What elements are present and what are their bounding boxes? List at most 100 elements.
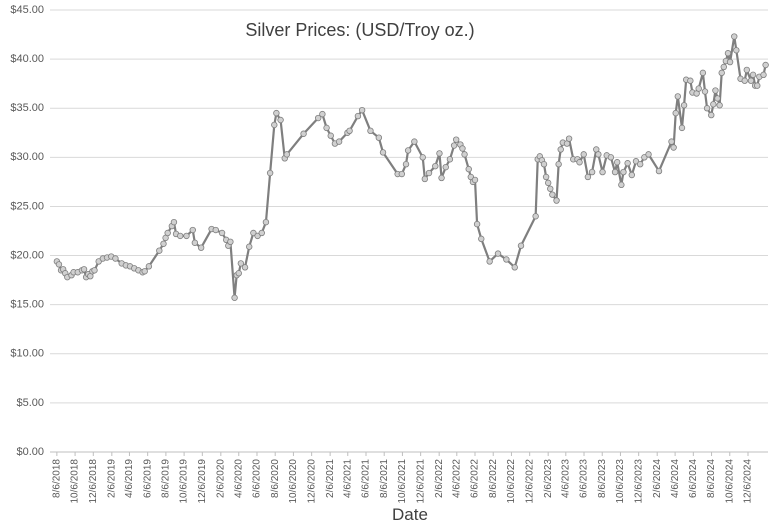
data-point	[231, 294, 238, 301]
data-point	[668, 138, 675, 145]
data-point	[461, 151, 468, 158]
data-point	[599, 168, 606, 176]
data-point	[754, 82, 761, 89]
data-point	[557, 146, 564, 153]
data-point	[358, 106, 366, 114]
data-point	[141, 268, 148, 275]
x-tick-label: 12/6/2023	[633, 459, 644, 504]
data-point	[375, 134, 383, 141]
data-point	[80, 266, 88, 273]
data-point	[421, 175, 429, 183]
data-point	[680, 102, 688, 109]
data-point	[540, 161, 548, 168]
x-tick-label: 8/6/2021	[379, 459, 390, 498]
data-point	[618, 181, 625, 189]
x-tick-label: 2/6/2020	[215, 459, 226, 498]
y-tick-label: $5.00	[16, 397, 44, 409]
data-point	[459, 145, 466, 152]
x-tick-label: 6/6/2019	[142, 459, 153, 498]
x-tick-label: 12/6/2018	[88, 459, 99, 504]
data-point	[718, 69, 725, 77]
data-point	[425, 169, 433, 177]
data-point	[91, 267, 98, 274]
data-point	[511, 264, 518, 271]
data-point	[156, 247, 163, 254]
data-point	[170, 218, 178, 226]
x-tick-label: 2/6/2021	[325, 459, 336, 498]
data-point	[419, 154, 426, 161]
data-point	[246, 243, 253, 250]
data-point	[749, 71, 757, 79]
y-tick-label: $40.00	[10, 53, 44, 65]
data-point	[565, 135, 573, 142]
x-tick-label: 4/6/2023	[560, 459, 571, 498]
data-point	[432, 162, 439, 170]
data-point	[611, 168, 619, 176]
data-point	[695, 85, 702, 92]
x-tick-label: 10/6/2024	[724, 459, 735, 504]
x-tick-label: 8/6/2019	[161, 459, 172, 498]
data-point	[584, 173, 592, 181]
data-point	[212, 226, 219, 234]
data-point	[398, 170, 406, 178]
data-point	[197, 244, 205, 251]
data-point	[189, 226, 196, 234]
y-tick-label: $10.00	[10, 348, 44, 360]
y-tick-label: $30.00	[10, 151, 44, 163]
data-point	[708, 111, 715, 119]
data-point	[486, 258, 493, 265]
x-tick-label: 2/6/2019	[106, 459, 117, 498]
x-tick-label: 4/6/2019	[124, 459, 135, 498]
data-point	[335, 138, 343, 145]
x-tick-label: 6/6/2024	[688, 459, 699, 498]
data-point	[478, 235, 485, 243]
data-point	[465, 165, 472, 173]
data-point	[319, 110, 326, 118]
plot-area	[53, 33, 769, 301]
data-point	[471, 176, 479, 184]
data-point	[607, 154, 615, 161]
x-tick-label: 10/6/2023	[615, 459, 626, 504]
data-point	[346, 127, 353, 135]
data-point	[503, 256, 510, 263]
data-point	[710, 101, 717, 108]
data-point	[613, 159, 621, 166]
data-point	[620, 168, 627, 176]
data-point	[218, 229, 226, 237]
data-point	[731, 33, 738, 40]
data-point	[452, 136, 460, 143]
data-point	[315, 114, 322, 122]
data-point	[517, 242, 525, 249]
data-point	[655, 167, 663, 175]
data-point	[762, 61, 769, 69]
data-point	[760, 71, 767, 79]
data-point	[494, 250, 502, 257]
data-point	[687, 77, 694, 84]
x-tick-label: 8/6/2020	[270, 459, 281, 498]
data-point	[283, 151, 291, 158]
data-point	[367, 127, 374, 135]
data-point	[674, 93, 682, 100]
x-tick-label: 4/6/2021	[342, 459, 353, 498]
x-tick-label: 8/6/2022	[488, 459, 499, 498]
x-tick-label: 12/6/2022	[524, 459, 535, 504]
data-point	[379, 149, 387, 156]
data-point	[354, 112, 362, 120]
price-line	[55, 35, 767, 299]
y-tick-label: $0.00	[16, 446, 44, 458]
x-tick-label: 12/6/2020	[306, 459, 317, 504]
data-point	[436, 150, 443, 157]
y-tick-label: $35.00	[10, 102, 44, 114]
data-point	[678, 124, 686, 132]
data-point	[716, 102, 723, 109]
data-point	[672, 109, 679, 117]
x-tick-label: 10/6/2021	[397, 459, 408, 504]
x-tick-label: 8/6/2024	[706, 459, 717, 498]
data-point	[446, 156, 454, 163]
data-point	[542, 173, 550, 181]
y-tick-label: $45.00	[10, 4, 44, 16]
x-tick-label: 10/6/2018	[70, 459, 81, 504]
x-tick-label: 6/6/2020	[252, 459, 263, 498]
